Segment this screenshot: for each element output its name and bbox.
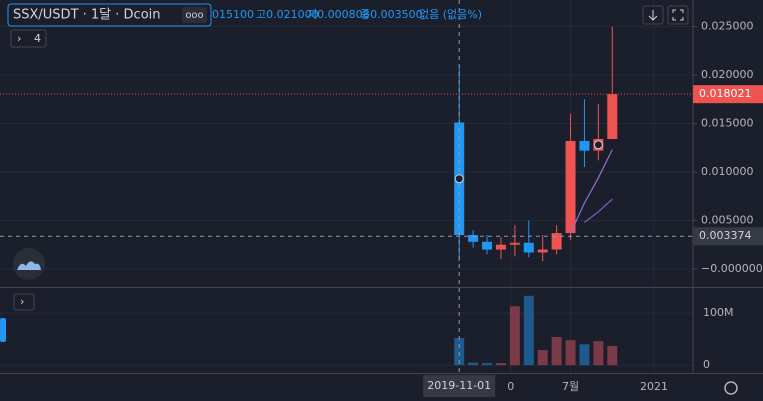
volume-tick-label: 100M	[703, 306, 734, 319]
volume-bar	[579, 344, 590, 366]
fullscreen-icon	[672, 9, 684, 21]
candle-body	[607, 94, 618, 139]
candle-body	[509, 242, 520, 245]
ohlc-value: 고0.021000	[256, 8, 319, 21]
last-price-box	[693, 85, 763, 104]
volume-toggle[interactable]	[13, 293, 35, 311]
grid	[0, 0, 693, 373]
crosshair-date-box	[423, 375, 496, 397]
last-price-label: 0.018021	[699, 87, 752, 100]
candle-body	[579, 140, 590, 151]
ohlc-value: 없음 (없음%)	[419, 8, 482, 21]
symbol-box[interactable]	[7, 3, 212, 27]
logo	[17, 261, 41, 270]
y-tick-label: 0.025000	[701, 19, 754, 32]
more-icon: ooo	[185, 10, 203, 21]
candle-body	[523, 242, 534, 253]
crosshair-price-label: 0.003374	[699, 229, 752, 242]
ohlc-value: 저0.000808	[307, 8, 370, 21]
volume-bar	[509, 306, 520, 366]
volume-bar	[551, 337, 562, 366]
candle-body	[468, 235, 479, 242]
indicator-toggle[interactable]	[10, 29, 47, 48]
chevron: ›	[20, 295, 24, 308]
scroll-down-button[interactable]	[642, 5, 664, 25]
candle-body	[495, 244, 506, 250]
arrow-icon	[648, 10, 658, 21]
volume-bar	[593, 341, 604, 366]
symbol-title: SSX/USDT · 1달 · Dcoin	[13, 8, 161, 23]
moving-average	[569, 149, 613, 234]
side-tab[interactable]	[0, 318, 6, 342]
x-tick-label: 0	[507, 380, 514, 393]
x-tick-label: 7월	[562, 380, 579, 393]
y-tick-label: −0.000000	[701, 262, 763, 275]
indicator-count: 4	[34, 32, 41, 45]
x-tick-label: 2021	[640, 380, 668, 393]
candle-body	[482, 241, 493, 250]
volume-bar	[454, 338, 465, 366]
y-tick-label: 0.005000	[701, 213, 754, 226]
event-marker	[454, 174, 464, 184]
volume-bar	[523, 295, 534, 366]
y-tick-label: 0.020000	[701, 68, 754, 81]
crosshair-price-box	[693, 227, 763, 246]
fullscreen-button[interactable]	[667, 5, 689, 25]
settings-icon[interactable]	[724, 381, 738, 395]
event-marker	[593, 140, 603, 150]
volume-bar	[537, 350, 548, 366]
ohlc-value: 종0.003500	[360, 8, 423, 21]
volume-tick-label: 0	[703, 358, 710, 371]
volume-bar	[565, 340, 576, 366]
volume-bar	[607, 345, 618, 366]
candle-body	[565, 140, 576, 234]
y-tick-label: 0.010000	[701, 165, 754, 178]
volume-bar	[495, 363, 506, 366]
y-tick-label: 0.015000	[701, 116, 754, 129]
volume-bar	[482, 363, 493, 366]
crosshair-date-label: 2019-11-01	[427, 379, 491, 392]
candle-body	[551, 233, 562, 250]
chevron: ›	[17, 32, 21, 45]
moving-average	[584, 198, 613, 223]
more-button[interactable]	[182, 7, 207, 23]
ohlc-value: 015100	[212, 8, 254, 21]
volume-bar	[468, 362, 479, 366]
candle-body	[537, 249, 548, 253]
